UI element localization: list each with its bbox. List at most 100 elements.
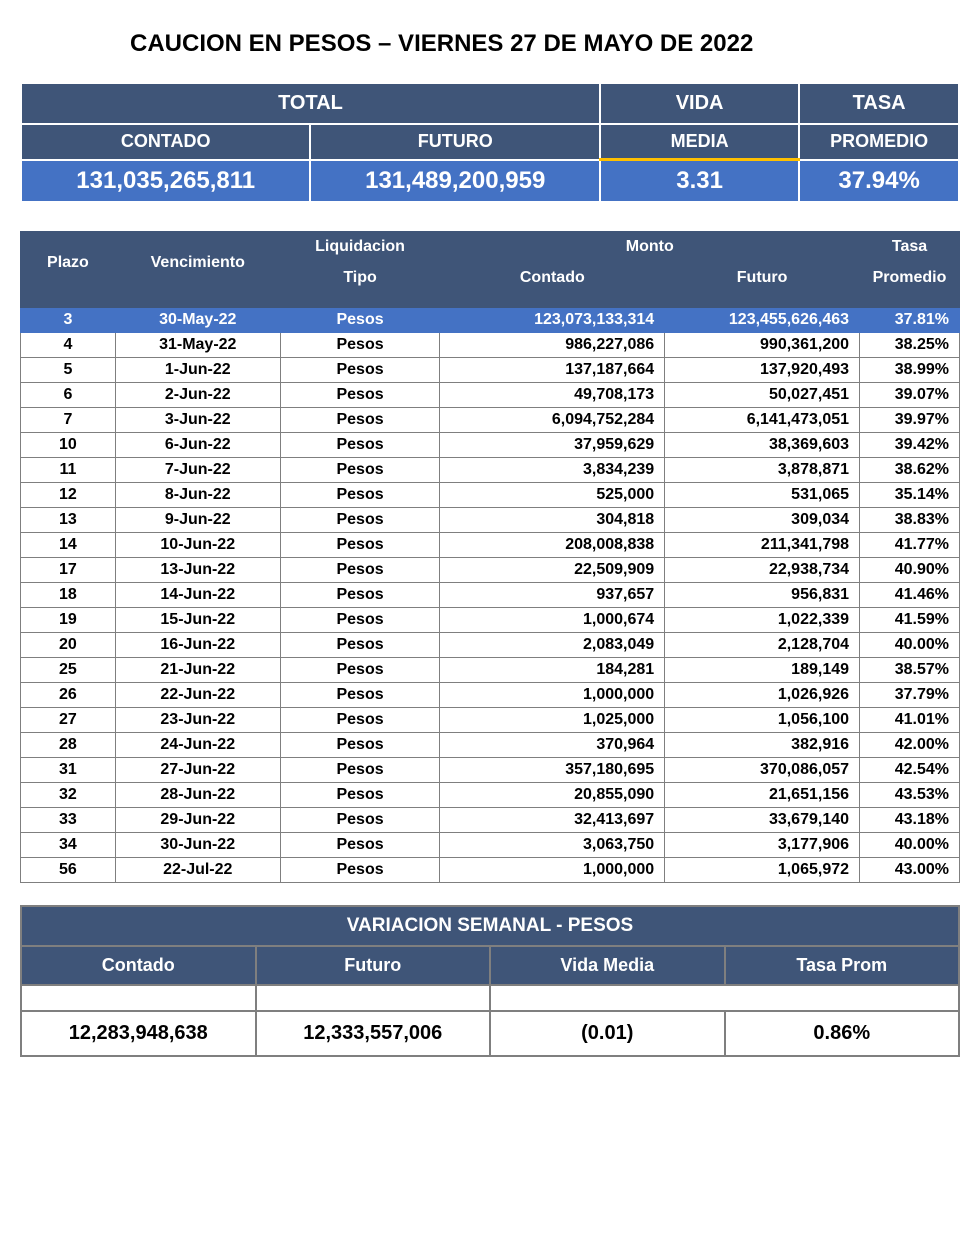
cell-futuro: 38,369,603 <box>665 433 860 458</box>
cell-tipo: Pesos <box>280 433 440 458</box>
table-row: 1814-Jun-22Pesos937,657956,83141.46% <box>21 583 960 608</box>
cell-plazo: 13 <box>21 508 116 533</box>
cell-vencimiento: 6-Jun-22 <box>115 433 280 458</box>
cell-tipo: Pesos <box>280 408 440 433</box>
detail-header-liquidacion: Liquidacion <box>280 232 440 263</box>
cell-futuro: 956,831 <box>665 583 860 608</box>
cell-futuro: 123,455,626,463 <box>665 308 860 333</box>
cell-futuro: 3,878,871 <box>665 458 860 483</box>
cell-tipo: Pesos <box>280 633 440 658</box>
cell-plazo: 34 <box>21 833 116 858</box>
cell-futuro: 50,027,451 <box>665 383 860 408</box>
cell-tasa: 35.14% <box>860 483 960 508</box>
cell-contado: 986,227,086 <box>440 333 665 358</box>
cell-contado: 20,855,090 <box>440 783 665 808</box>
summary-header-tasa: TASA <box>799 83 959 124</box>
cell-tasa: 43.53% <box>860 783 960 808</box>
cell-plazo: 20 <box>21 633 116 658</box>
cell-futuro: 309,034 <box>665 508 860 533</box>
cell-vencimiento: 7-Jun-22 <box>115 458 280 483</box>
cell-vencimiento: 28-Jun-22 <box>115 783 280 808</box>
cell-futuro: 370,086,057 <box>665 758 860 783</box>
summary-value-media: 3.31 <box>600 160 799 203</box>
cell-vencimiento: 10-Jun-22 <box>115 533 280 558</box>
cell-contado: 49,708,173 <box>440 383 665 408</box>
variacion-header-tasa-prom: Tasa Prom <box>725 946 960 985</box>
table-row: 2824-Jun-22Pesos370,964382,91642.00% <box>21 733 960 758</box>
detail-header-monto: Monto <box>440 232 860 263</box>
table-row: 2521-Jun-22Pesos184,281189,14938.57% <box>21 658 960 683</box>
cell-tipo: Pesos <box>280 558 440 583</box>
cell-tipo: Pesos <box>280 533 440 558</box>
cell-plazo: 7 <box>21 408 116 433</box>
cell-plazo: 18 <box>21 583 116 608</box>
table-row: 2723-Jun-22Pesos1,025,0001,056,10041.01% <box>21 708 960 733</box>
table-row: 117-Jun-22Pesos3,834,2393,878,87138.62% <box>21 458 960 483</box>
table-row: 62-Jun-22Pesos49,708,17350,027,45139.07% <box>21 383 960 408</box>
cell-tipo: Pesos <box>280 383 440 408</box>
table-row: 51-Jun-22Pesos137,187,664137,920,49338.9… <box>21 358 960 383</box>
cell-futuro: 382,916 <box>665 733 860 758</box>
table-row: 73-Jun-22Pesos6,094,752,2846,141,473,051… <box>21 408 960 433</box>
cell-tipo: Pesos <box>280 808 440 833</box>
summary-header-promedio: PROMEDIO <box>799 124 959 160</box>
cell-futuro: 2,128,704 <box>665 633 860 658</box>
cell-vencimiento: 29-Jun-22 <box>115 808 280 833</box>
table-row: 3228-Jun-22Pesos20,855,09021,651,15643.5… <box>21 783 960 808</box>
summary-value-contado: 131,035,265,811 <box>21 160 310 203</box>
cell-vencimiento: 9-Jun-22 <box>115 508 280 533</box>
cell-tasa: 39.97% <box>860 408 960 433</box>
cell-plazo: 10 <box>21 433 116 458</box>
cell-tasa: 38.62% <box>860 458 960 483</box>
summary-value-futuro: 131,489,200,959 <box>310 160 599 203</box>
cell-tasa: 41.46% <box>860 583 960 608</box>
cell-tasa: 40.00% <box>860 833 960 858</box>
cell-tipo: Pesos <box>280 508 440 533</box>
cell-tipo: Pesos <box>280 358 440 383</box>
summary-header-media: MEDIA <box>600 124 799 160</box>
cell-plazo: 17 <box>21 558 116 583</box>
cell-tasa: 43.00% <box>860 858 960 883</box>
variacion-value-tasa-prom: 0.86% <box>725 1011 960 1056</box>
cell-tipo: Pesos <box>280 483 440 508</box>
cell-vencimiento: 16-Jun-22 <box>115 633 280 658</box>
cell-contado: 1,000,674 <box>440 608 665 633</box>
cell-plazo: 14 <box>21 533 116 558</box>
variacion-value-vida-media: (0.01) <box>490 1011 725 1056</box>
cell-plazo: 3 <box>21 308 116 333</box>
cell-tipo: Pesos <box>280 608 440 633</box>
detail-header-tipo: Tipo <box>280 263 440 294</box>
cell-plazo: 27 <box>21 708 116 733</box>
detail-header-plazo: Plazo <box>21 232 116 294</box>
summary-table: TOTAL VIDA TASA CONTADO FUTURO MEDIA PRO… <box>20 82 960 203</box>
cell-contado: 137,187,664 <box>440 358 665 383</box>
detail-header-contado: Contado <box>440 263 665 294</box>
cell-contado: 123,073,133,314 <box>440 308 665 333</box>
cell-contado: 184,281 <box>440 658 665 683</box>
table-row: 3329-Jun-22Pesos32,413,69733,679,14043.1… <box>21 808 960 833</box>
cell-plazo: 4 <box>21 333 116 358</box>
cell-plazo: 32 <box>21 783 116 808</box>
summary-value-promedio: 37.94% <box>799 160 959 203</box>
cell-plazo: 56 <box>21 858 116 883</box>
cell-vencimiento: 15-Jun-22 <box>115 608 280 633</box>
summary-header-vida: VIDA <box>600 83 799 124</box>
cell-futuro: 990,361,200 <box>665 333 860 358</box>
cell-tipo: Pesos <box>280 683 440 708</box>
cell-futuro: 6,141,473,051 <box>665 408 860 433</box>
cell-plazo: 26 <box>21 683 116 708</box>
table-row: 1410-Jun-22Pesos208,008,838211,341,79841… <box>21 533 960 558</box>
cell-tipo: Pesos <box>280 783 440 808</box>
cell-contado: 208,008,838 <box>440 533 665 558</box>
cell-tasa: 39.42% <box>860 433 960 458</box>
cell-plazo: 25 <box>21 658 116 683</box>
table-row: 1713-Jun-22Pesos22,509,90922,938,73440.9… <box>21 558 960 583</box>
cell-tipo: Pesos <box>280 708 440 733</box>
cell-contado: 2,083,049 <box>440 633 665 658</box>
cell-plazo: 5 <box>21 358 116 383</box>
cell-vencimiento: 13-Jun-22 <box>115 558 280 583</box>
cell-contado: 32,413,697 <box>440 808 665 833</box>
cell-vencimiento: 8-Jun-22 <box>115 483 280 508</box>
summary-header-futuro: FUTURO <box>310 124 599 160</box>
cell-plazo: 31 <box>21 758 116 783</box>
